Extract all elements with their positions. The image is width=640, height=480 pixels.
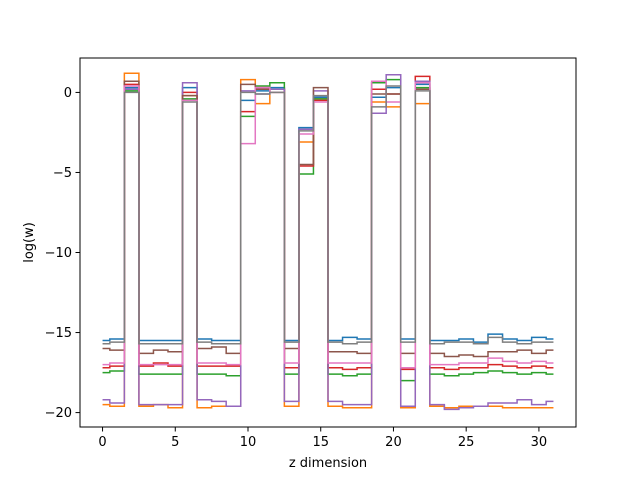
x-tick-label: 30 (531, 435, 548, 450)
series-line-6 (102, 80, 554, 358)
y-tick-label: 0 (64, 86, 72, 101)
x-tick-label: 25 (458, 435, 475, 450)
x-tick-label: 15 (312, 435, 329, 450)
x-tick-label: 10 (240, 435, 257, 450)
y-tick-label: −20 (45, 406, 72, 421)
series-layer (102, 72, 554, 411)
x-tick-label: 0 (98, 435, 106, 450)
series-line-8 (102, 85, 554, 345)
x-tick-label: 5 (171, 435, 179, 450)
y-axis-label: log(w) (22, 222, 37, 263)
x-axis-label: z dimension (289, 456, 367, 471)
y-tick-label: −10 (45, 246, 72, 261)
x-tick-label: 20 (385, 435, 402, 450)
y-axis-ticks: 0 −5 −10 −15 −20 (45, 86, 80, 421)
y-tick-label: −15 (45, 326, 72, 341)
axes-frame (79, 57, 577, 428)
y-tick-label: −5 (53, 166, 72, 181)
x-axis-ticks: 0 5 10 15 20 25 30 (98, 427, 547, 450)
